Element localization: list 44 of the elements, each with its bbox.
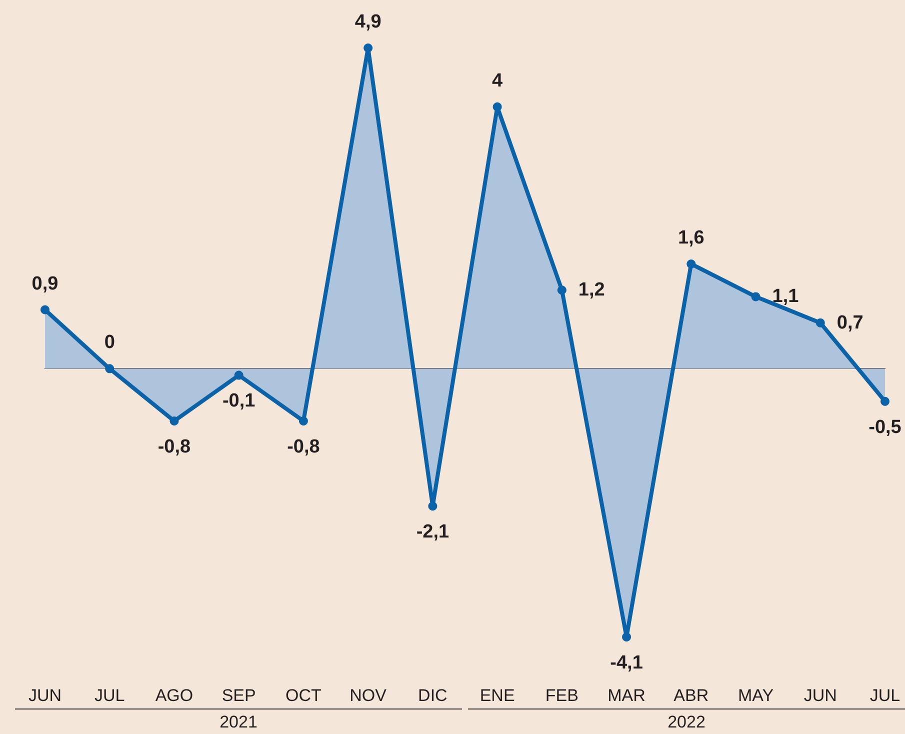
data-label: -4,1 xyxy=(610,652,644,674)
point xyxy=(428,502,438,511)
x-tick-label: FEB xyxy=(545,686,578,705)
data-label: -2,1 xyxy=(416,522,450,543)
x-tick-label: AGO xyxy=(155,686,194,705)
text: 2022 xyxy=(668,712,706,732)
x-tick-label: JUN xyxy=(28,686,62,705)
point xyxy=(622,632,632,642)
x-tick-label: ENE xyxy=(480,686,515,705)
data-label: -0,5 xyxy=(868,416,902,438)
x-tick-label: MAY xyxy=(738,686,774,705)
data-label: 4,9 xyxy=(354,12,382,32)
x-tick-label: MAR xyxy=(608,686,646,705)
x-tick-label: JUL xyxy=(870,686,900,705)
data-label: 1,2 xyxy=(578,280,605,301)
point xyxy=(686,259,696,268)
data-label: 4 xyxy=(492,70,504,92)
x-tick-label: NOV xyxy=(350,686,388,705)
x-tick-label: JUL xyxy=(94,686,125,705)
data-label: 0,7 xyxy=(836,312,864,334)
data-label: 1,6 xyxy=(678,227,704,248)
point xyxy=(298,416,308,426)
point xyxy=(170,416,179,426)
point xyxy=(557,286,566,295)
x-tick-label: SEP xyxy=(222,686,256,705)
x-tick-label: DIC xyxy=(418,686,448,705)
x-tick-label: JUN xyxy=(804,686,837,705)
text: 2021 xyxy=(220,712,258,732)
point xyxy=(234,370,244,380)
point xyxy=(105,364,114,374)
data-label: 0,9 xyxy=(32,273,58,294)
data-label: 1,1 xyxy=(772,286,800,308)
point xyxy=(492,102,502,112)
point xyxy=(40,305,50,314)
point xyxy=(364,44,373,52)
x-tick-label: OCT xyxy=(286,686,322,705)
point xyxy=(880,396,890,406)
data-label: -0,8 xyxy=(158,436,191,458)
point xyxy=(816,318,825,328)
x-tick-label: ABR xyxy=(674,686,709,705)
point xyxy=(751,292,760,302)
data-label: -0,1 xyxy=(222,390,256,412)
data-label: 0 xyxy=(104,332,115,354)
data-label: -0,8 xyxy=(287,436,320,458)
